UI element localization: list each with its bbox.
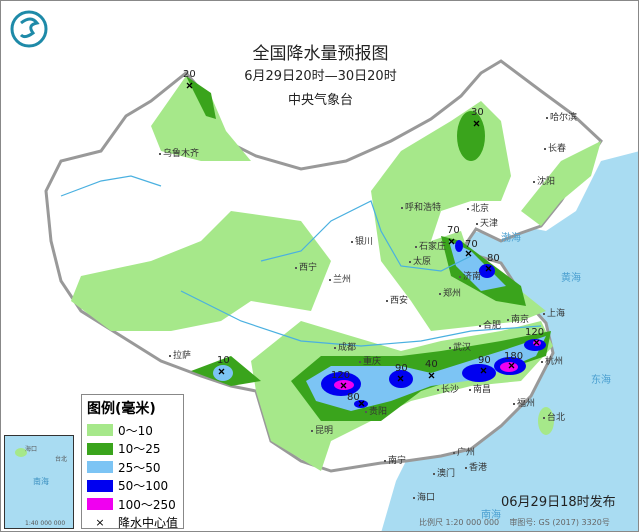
city-label: 兰州 <box>329 275 351 286</box>
sea <box>381 151 638 531</box>
city-label: 贵阳 <box>365 407 387 418</box>
center-value: 120 <box>331 370 351 381</box>
legend-item: 25～50 <box>87 458 178 477</box>
city-label: 西安 <box>386 296 408 307</box>
city-label: 成都 <box>334 343 356 354</box>
city-label: 福州 <box>513 399 535 410</box>
forecast-period: 6月29日20时—30日20时 <box>244 69 397 84</box>
sea-label: 东海 <box>591 375 611 386</box>
city-label: 石家庄 <box>415 242 446 253</box>
legend-item: 100～250 <box>87 495 178 514</box>
hainan-shape <box>15 448 27 457</box>
city-label: 武汉 <box>449 343 471 354</box>
city-label: 南京 <box>507 315 529 326</box>
sea-label: 渤海 <box>501 233 521 244</box>
inset-label: 海口 <box>25 446 38 453</box>
city-label: 合肥 <box>479 321 501 332</box>
yangtze-river <box>180 290 542 347</box>
legend-item: 0～10 <box>87 421 178 440</box>
center-value: 70 <box>465 239 478 250</box>
city-label: 澳门 <box>433 469 455 480</box>
city-label: 重庆 <box>359 357 381 368</box>
city-label: 哈尔滨 <box>546 113 577 124</box>
city-label: 北京 <box>467 204 489 215</box>
city-label: 昆明 <box>311 426 333 437</box>
south-china-sea-inset: 海口 南海 台北 1:40 000 000 <box>4 435 74 529</box>
center-value: 30 <box>471 107 484 118</box>
cma-logo <box>10 10 48 48</box>
sea-label: 黄海 <box>561 273 581 284</box>
center-value: 90 <box>395 363 408 374</box>
city-label: 拉萨 <box>169 351 191 362</box>
city-label: 银川 <box>351 237 373 248</box>
city-label: 长沙 <box>437 385 459 396</box>
center-value: 80 <box>347 392 360 403</box>
sea-label: 南海 <box>481 510 501 521</box>
inset-label: 台北 <box>55 456 68 463</box>
city-label: 乌鲁木齐 <box>159 149 199 160</box>
legend-title: 图例(毫米) <box>87 401 156 417</box>
city-label: 郑州 <box>439 289 461 300</box>
center-value: 180 <box>504 351 524 362</box>
city-label: 呼和浩特 <box>401 203 441 214</box>
center-value: 10 <box>217 355 230 366</box>
legend-item-center: × 降水中心值 <box>95 515 179 531</box>
center-value: 70 <box>447 225 460 236</box>
inset-scale: 1:40 000 000 <box>25 520 66 527</box>
city-label: 海口 <box>413 493 435 504</box>
city-label: 台北 <box>543 413 565 424</box>
city-label: 香港 <box>465 463 487 474</box>
city-label: 广州 <box>453 448 475 459</box>
legend-item: 50～100 <box>87 477 178 496</box>
map-scale: 比例尺 1:20 000 000 审图号: GS (2017) 3320号 <box>419 518 610 527</box>
center-value: 80 <box>487 253 500 264</box>
center-value: 20 <box>183 69 196 80</box>
tarim-river <box>60 175 162 197</box>
legend-item: 10～25 <box>87 440 178 459</box>
city-label: 上海 <box>543 309 565 320</box>
inset-label: 南海 <box>33 477 49 486</box>
city-label: 杭州 <box>541 357 563 368</box>
publish-time: 06月29日18时发布 <box>501 495 616 510</box>
center-value: 90 <box>478 355 491 366</box>
legend: 图例(毫米) 0～10 10～25 25～50 50～100 100～250 ×… <box>81 394 184 531</box>
center-value: 120 <box>525 327 545 338</box>
issuer: 中央气象台 <box>287 93 353 108</box>
center-value: 40 <box>425 359 438 370</box>
city-label: 西宁 <box>295 263 317 274</box>
city-label: 长春 <box>544 144 566 155</box>
yellow-river <box>260 200 472 272</box>
rain-center-markers <box>186 82 540 407</box>
map-title: 全国降水量预报图 <box>252 44 389 64</box>
city-label: 济南 <box>459 272 481 283</box>
city-label: 南宁 <box>384 456 406 467</box>
city-label: 沈阳 <box>533 177 555 188</box>
city-label: 天津 <box>476 219 498 230</box>
city-label: 太原 <box>409 257 431 268</box>
map-approval-number: 审图号: GS (2017) 3320号 <box>509 518 610 527</box>
city-label: 南昌 <box>469 385 491 396</box>
